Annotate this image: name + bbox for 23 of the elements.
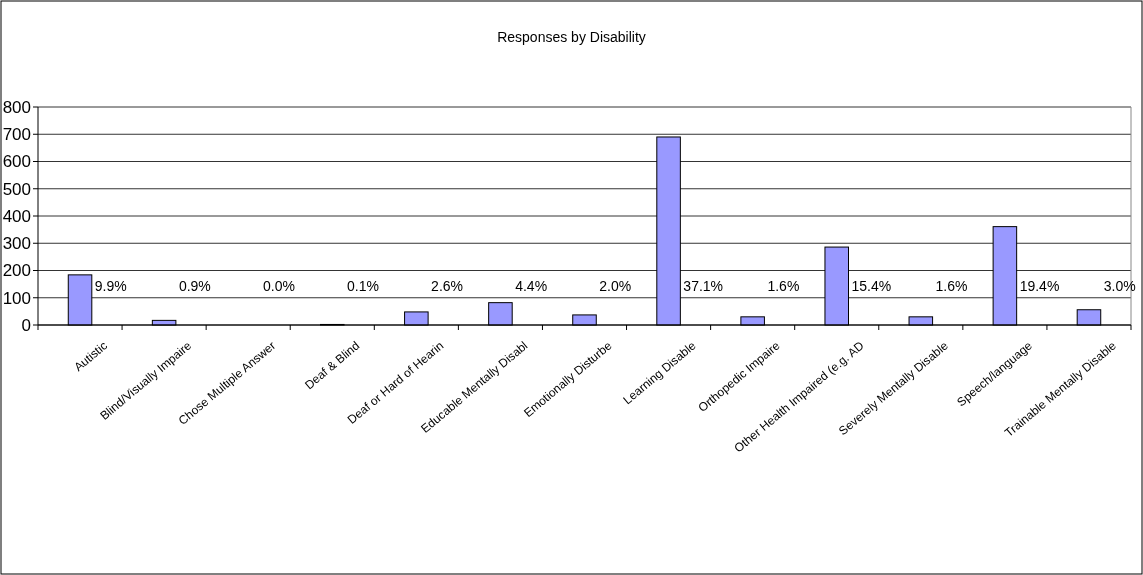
y-tick-label: 400 [2, 206, 31, 226]
annotation: 2.6% [431, 278, 464, 294]
annotation: 1.6% [767, 278, 800, 294]
annotation: 1.6% [935, 278, 968, 294]
y-tick-label: 200 [2, 261, 31, 281]
y-tick-label: 500 [2, 179, 31, 199]
annotation: 4.4% [515, 278, 548, 294]
annotation: 0.1% [347, 278, 379, 294]
annotation: 0.0% [262, 278, 295, 294]
annotation: 9.9% [94, 278, 127, 294]
y-tick-label: 600 [2, 152, 31, 172]
y-tick-label: 0 [21, 315, 31, 335]
annotation: 3.0% [1103, 278, 1136, 294]
chart-title: Responses by Disability [497, 29, 646, 45]
y-tick-label: 700 [2, 125, 31, 145]
y-tick-label: 800 [2, 97, 31, 117]
annotation: 2.0% [599, 278, 632, 294]
annotation: 0.9% [178, 278, 211, 294]
y-tick-label: 100 [2, 288, 31, 308]
annotation: 19.4% [1019, 278, 1060, 294]
annotation: 37.1% [683, 278, 724, 294]
annotation: 15.4% [851, 278, 892, 294]
y-tick-label: 300 [2, 234, 31, 254]
